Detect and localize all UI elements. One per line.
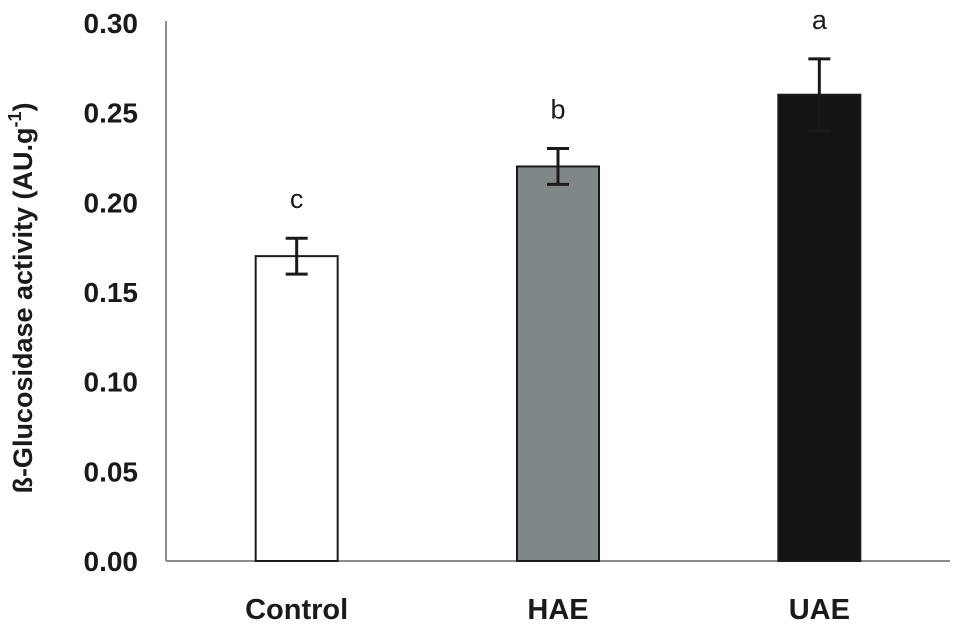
- y-axis-title-superscript: -1: [5, 111, 25, 127]
- y-tick-label: 0.15: [84, 277, 139, 308]
- y-axis-title-main: ß-Glucosidase activity (AU.g: [8, 127, 38, 493]
- y-tick-label: 0.10: [84, 367, 139, 398]
- error-bar-hae: [547, 147, 569, 186]
- bar-hae: [516, 165, 600, 562]
- x-category-label-uae: UAE: [789, 594, 850, 626]
- x-category-label-control: Control: [245, 594, 348, 626]
- labels: 0.00 0.05 0.10 0.15 0.20 0.25 0.30 c Control b HAE…: [84, 5, 850, 626]
- error-bar-uae: [808, 57, 831, 133]
- error-bar-control: [285, 236, 308, 276]
- x-category-label-hae: HAE: [527, 594, 588, 626]
- y-tick-label: 0.05: [84, 456, 139, 487]
- significance-letter-uae: a: [812, 5, 828, 35]
- significance-letter-control: c: [290, 184, 304, 214]
- bar-control: [254, 255, 339, 562]
- significance-letter-hae: b: [550, 95, 565, 125]
- bar-uae: [777, 93, 862, 562]
- y-axis-title: ß-Glucosidase activity (AU.g-1): [5, 102, 38, 493]
- y-tick-label: 0.25: [84, 98, 139, 129]
- y-axis-title-close: ): [8, 102, 38, 111]
- y-tick-label: 0.00: [84, 546, 139, 577]
- bars: [254, 57, 862, 562]
- y-tick-label: 0.20: [84, 187, 139, 218]
- y-tick-label: 0.30: [84, 8, 139, 39]
